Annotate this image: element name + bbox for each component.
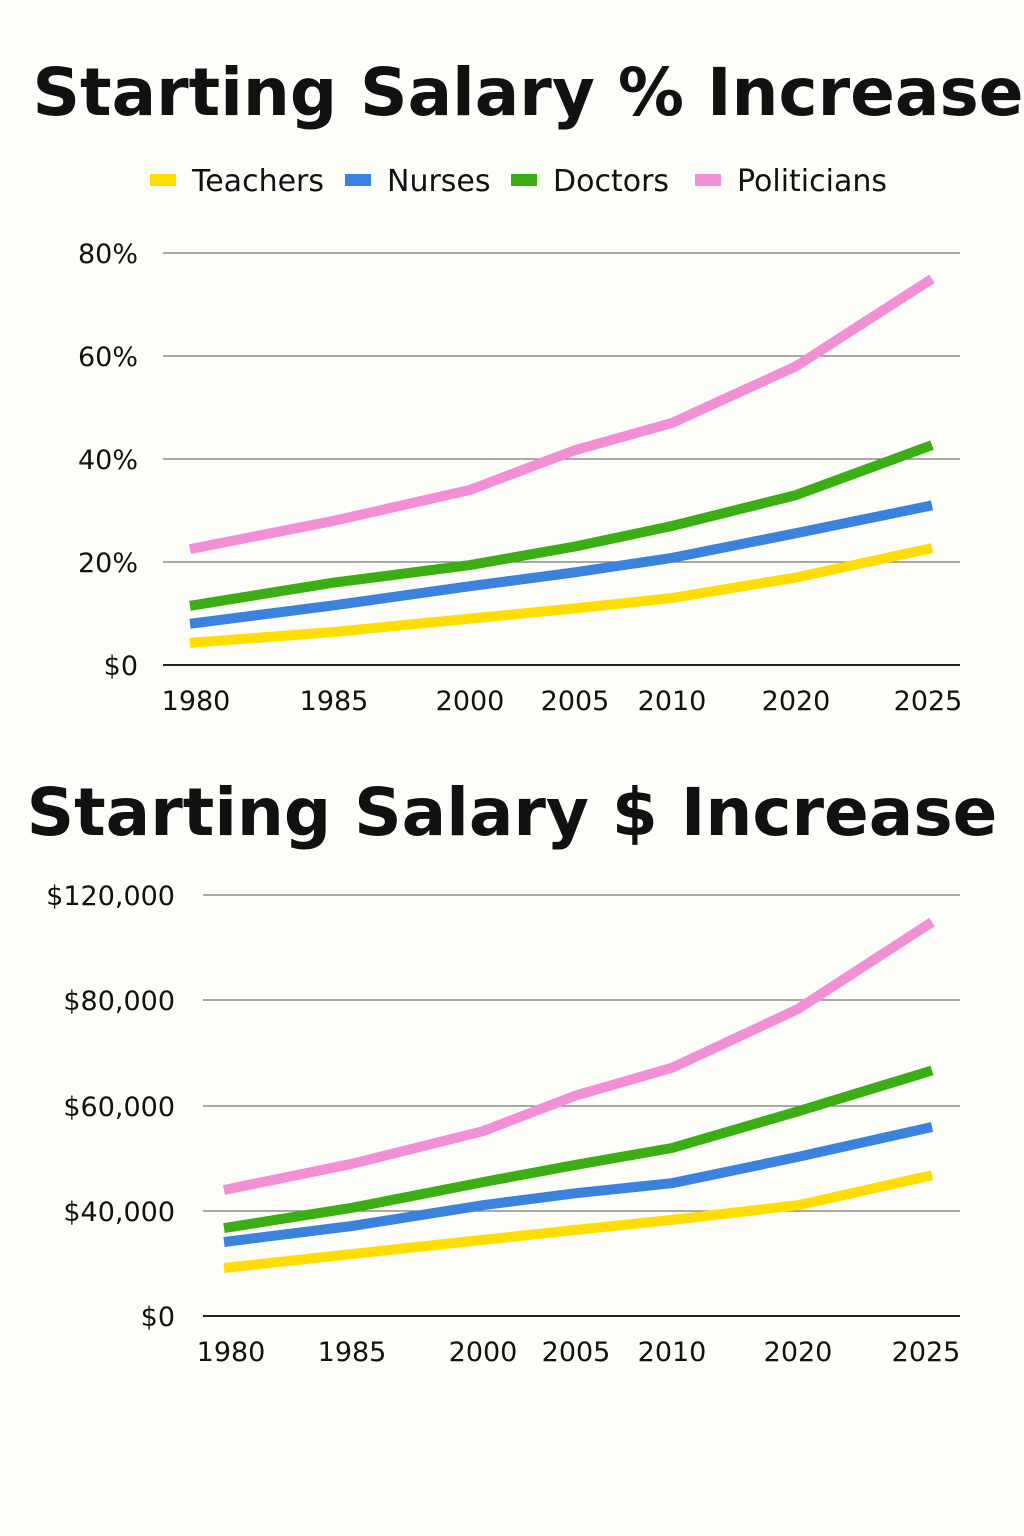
legend-swatch-politicians <box>695 174 721 186</box>
y-tick-label: $80,000 <box>63 986 175 1017</box>
legend-label-politicians: Politicians <box>737 164 887 199</box>
legend-label-nurses: Nurses <box>387 164 491 199</box>
legend-label-doctors: Doctors <box>553 164 669 199</box>
x-tick-label: 2010 <box>638 686 707 717</box>
chart-title: Starting Salary $ Increase <box>27 774 998 851</box>
y-tick-label: 60% <box>78 342 138 373</box>
x-tick-label: 2025 <box>894 686 963 717</box>
chart-1: Starting Salary % Increase Teachers Nurses… <box>33 54 1024 717</box>
y-tick-label: $40,000 <box>63 1197 175 1228</box>
chart-title: Starting Salary % Increase <box>33 54 1024 131</box>
y-tick-label: 40% <box>78 445 138 476</box>
y-tick-label: $0 <box>104 651 138 682</box>
y-tick-label: $0 <box>141 1302 175 1333</box>
y-tick-label: $120,000 <box>46 881 175 912</box>
chart-2: Starting Salary $ Increase $0 $40,000 $60,0… <box>27 774 998 1368</box>
x-tick-label: 1985 <box>300 686 369 717</box>
x-tick-label: 1985 <box>318 1337 387 1368</box>
y-tick-label: $60,000 <box>63 1092 175 1123</box>
x-tick-label: 2005 <box>541 686 610 717</box>
legend-swatch-doctors <box>511 174 537 186</box>
x-tick-label: 2000 <box>436 686 505 717</box>
x-tick-label: 2005 <box>542 1337 611 1368</box>
x-tick-label: 1980 <box>197 1337 266 1368</box>
x-tick-label: 2020 <box>764 1337 833 1368</box>
legend-swatch-teachers <box>150 174 176 186</box>
x-tick-label: 2020 <box>762 686 831 717</box>
x-tick-label: 1980 <box>162 686 231 717</box>
y-tick-label: 80% <box>78 239 138 270</box>
y-tick-label: 20% <box>78 548 138 579</box>
legend-label-teachers: Teachers <box>191 164 324 199</box>
legend-swatch-nurses <box>345 174 371 186</box>
series-line-politicians <box>189 274 935 555</box>
x-tick-label: 2010 <box>638 1337 707 1368</box>
x-tick-label: 2000 <box>449 1337 518 1368</box>
x-tick-label: 2025 <box>892 1337 961 1368</box>
